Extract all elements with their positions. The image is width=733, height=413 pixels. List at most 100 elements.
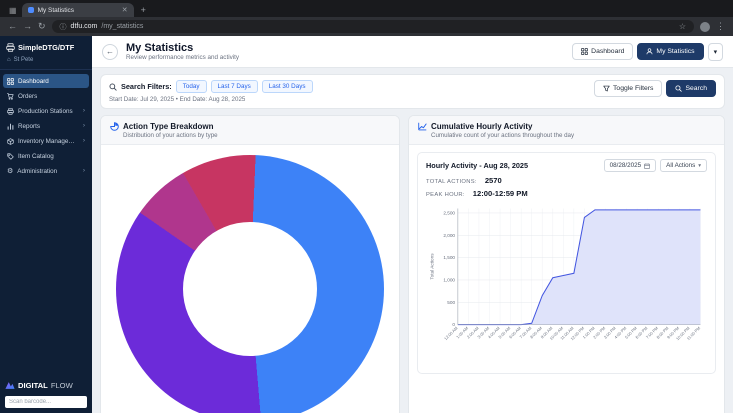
forward-icon[interactable]: →: [23, 22, 32, 31]
tab-favicon: [28, 7, 34, 13]
sidebar-footer: DIGITALFLOW: [0, 376, 92, 413]
svg-text:1,000: 1,000: [443, 277, 455, 282]
printer-icon: [6, 43, 15, 52]
bar-chart-icon: [7, 123, 14, 130]
search-filters-bar: Search Filters: Today Last 7 Days Last 3…: [100, 74, 725, 109]
sidebar-item-label: Orders: [18, 93, 37, 100]
sidebar-item-label: Dashboard: [18, 78, 49, 85]
main-content: ← My Statistics Review performance metri…: [92, 36, 733, 413]
chevron-right-icon: ›: [83, 138, 85, 145]
app-logo-text: SimpleDTG/DTF: [18, 43, 74, 52]
toggle-filters-label: Toggle Filters: [613, 85, 653, 92]
reload-icon[interactable]: ↻: [38, 22, 46, 31]
pie-chart-icon: [110, 122, 119, 131]
cards-row: Action Type Breakdown Distribution of yo…: [100, 115, 725, 413]
hourly-panel-title: Hourly Activity - Aug 28, 2025: [426, 161, 528, 170]
dashboard-button[interactable]: Dashboard: [572, 43, 633, 60]
action-filter-select[interactable]: All Actions ▾: [660, 159, 707, 172]
box-icon: [7, 138, 14, 145]
app-logo[interactable]: SimpleDTG/DTF: [0, 36, 92, 57]
my-statistics-button-label: My Statistics: [656, 48, 694, 55]
header-actions: Dashboard My Statistics ▾: [572, 43, 723, 61]
search-button[interactable]: Search: [666, 80, 716, 97]
preset-today-button[interactable]: Today: [176, 80, 207, 93]
back-icon[interactable]: ←: [8, 22, 17, 31]
action-filter-value: All Actions: [666, 162, 695, 169]
funnel-icon: [603, 85, 610, 92]
hourly-chart-svg: 05001,0001,5002,0002,50012:00 AM1:00 AM2…: [426, 201, 707, 362]
svg-text:Total Actions: Total Actions: [430, 253, 435, 280]
sidebar-item-inventory-management[interactable]: Inventory Management ›: [3, 134, 89, 148]
sidebar-item-item-catalog[interactable]: Item Catalog: [3, 149, 89, 163]
digital-flow-mark-icon: [5, 381, 15, 390]
svg-text:1,500: 1,500: [443, 255, 455, 260]
new-tab-button[interactable]: +: [141, 5, 146, 15]
browser-tab[interactable]: My Statistics ✕: [22, 3, 134, 17]
dashboard-icon: [581, 48, 588, 55]
header-more-dropdown[interactable]: ▾: [708, 43, 723, 61]
url-host: dtfu.com: [71, 23, 98, 30]
site-info-icon[interactable]: ⓘ: [60, 22, 67, 32]
sidebar-item-label: Inventory Management: [18, 138, 79, 145]
profile-avatar[interactable]: [700, 22, 710, 32]
address-bar[interactable]: ⓘ dtfu.com/my_statistics ☆: [52, 20, 694, 33]
bookmark-star-icon[interactable]: ☆: [679, 22, 686, 31]
scan-barcode-input[interactable]: [5, 396, 87, 408]
peak-hour-value: 12:00-12:59 PM: [473, 189, 528, 198]
filters-label: Search Filters:: [121, 82, 172, 91]
tab-close-icon[interactable]: ✕: [122, 6, 128, 14]
tab-title: My Statistics: [38, 7, 74, 14]
location-selector[interactable]: ⌂ St Pete: [0, 57, 92, 70]
chevron-down-icon: ▾: [714, 48, 717, 56]
person-icon: [646, 48, 653, 55]
sidebar: SimpleDTG/DTF ⌂ St Pete Dashboard Orders…: [0, 36, 92, 413]
browser-menu-icon[interactable]: ⋮: [716, 22, 725, 31]
hourly-line-chart[interactable]: 05001,0001,5002,0002,50012:00 AM1:00 AM2…: [426, 201, 707, 367]
dashboard-button-label: Dashboard: [591, 48, 624, 55]
filters-left: Search Filters: Today Last 7 Days Last 3…: [109, 80, 313, 103]
donut-chart[interactable]: [116, 155, 384, 413]
sidebar-item-reports[interactable]: Reports ›: [3, 119, 89, 133]
donut-chart-area: [101, 155, 399, 413]
date-picker-input[interactable]: 08/28/2025: [604, 159, 657, 172]
sidebar-item-label: Reports: [18, 123, 40, 130]
search-button-label: Search: [685, 85, 707, 92]
date-range-text: Start Date: Jul 29, 2025 • End Date: Aug…: [109, 96, 313, 103]
breakdown-card-subtitle: Distribution of your actions by type: [123, 132, 390, 139]
my-statistics-button[interactable]: My Statistics: [637, 43, 703, 60]
preset-last-7-days-button[interactable]: Last 7 Days: [211, 80, 258, 93]
total-actions-label: TOTAL ACTIONS:: [426, 179, 477, 185]
breakdown-card-title: Action Type Breakdown: [123, 122, 214, 131]
hourly-card-subtitle: Cumulative count of your actions through…: [431, 132, 715, 139]
sidebar-item-administration[interactable]: ⚙ Administration ›: [3, 164, 89, 178]
sidebar-item-production-stations[interactable]: Production Stations ›: [3, 104, 89, 118]
tag-icon: [7, 153, 14, 160]
sidebar-item-label: Administration: [17, 168, 57, 175]
peak-hour-label: PEAK HOUR:: [426, 192, 465, 198]
breakdown-card-header: Action Type Breakdown Distribution of yo…: [101, 116, 399, 145]
preset-last-30-days-button[interactable]: Last 30 Days: [262, 80, 313, 93]
page-title-block: My Statistics Review performance metrics…: [126, 42, 239, 62]
search-icon: [675, 85, 682, 92]
sidebar-item-orders[interactable]: Orders: [3, 89, 89, 103]
digital-flow-light: FLOW: [51, 381, 73, 390]
browser-chrome: ▦ My Statistics ✕ + ← → ↻ ⓘ dtfu.com/my_…: [0, 0, 733, 36]
cumulative-hourly-activity-card: Cumulative Hourly Activity Cumulative co…: [408, 115, 725, 413]
sidebar-item-dashboard[interactable]: Dashboard: [3, 74, 89, 88]
hourly-activity-panel: Hourly Activity - Aug 28, 2025 08/28/202…: [417, 152, 716, 374]
location-label: St Pete: [14, 57, 34, 63]
tab-search-icon[interactable]: ▦: [9, 6, 17, 15]
svg-text:2,000: 2,000: [443, 233, 455, 238]
back-button[interactable]: ←: [102, 44, 118, 60]
browser-toolbar: ← → ↻ ⓘ dtfu.com/my_statistics ☆ ⋮: [0, 17, 733, 36]
location-icon: ⌂: [7, 57, 11, 63]
hourly-card-header: Cumulative Hourly Activity Cumulative co…: [409, 116, 724, 145]
hourly-controls: 08/28/2025 All Actions ▾: [604, 159, 707, 172]
sidebar-nav: Dashboard Orders Production Stations › R…: [0, 70, 92, 182]
tab-strip: ▦ My Statistics ✕ +: [0, 0, 733, 17]
chevron-right-icon: ›: [83, 168, 85, 175]
calendar-icon: [644, 163, 650, 169]
digital-flow-bold: DIGITAL: [18, 381, 48, 390]
toggle-filters-button[interactable]: Toggle Filters: [594, 80, 662, 97]
line-chart-icon: [418, 122, 427, 131]
